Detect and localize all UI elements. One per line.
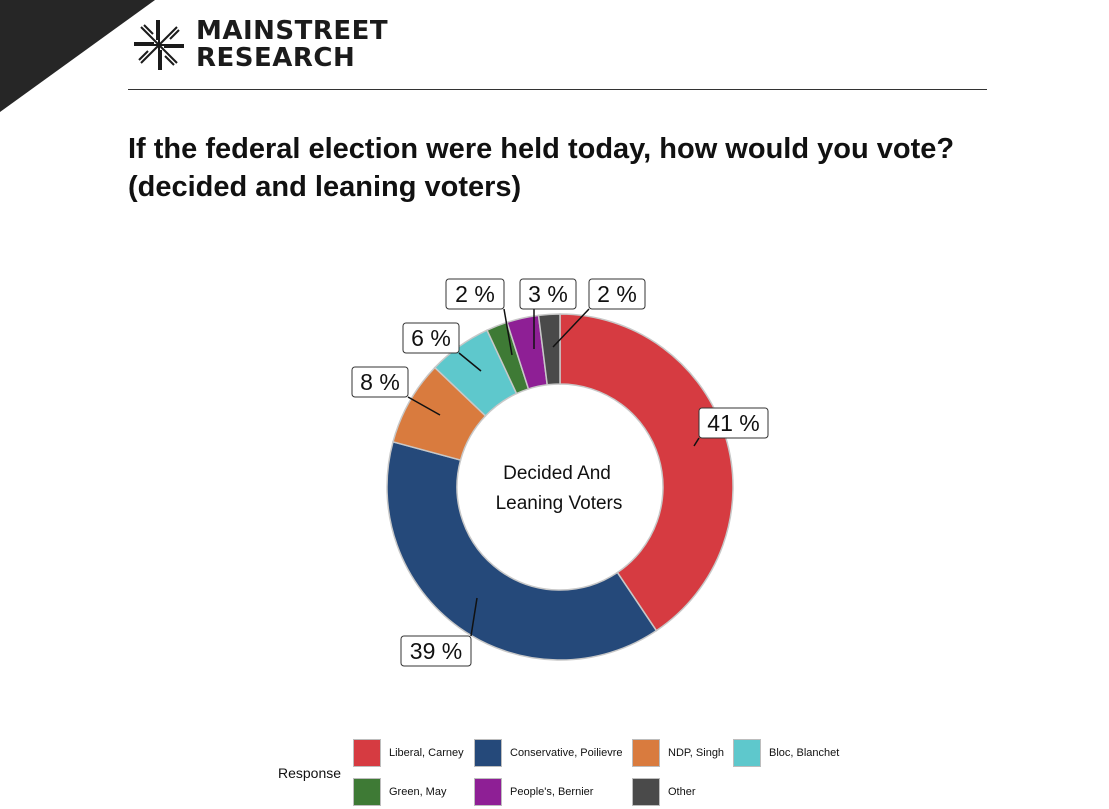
data-label-box-green-may [445, 278, 505, 310]
legend-label-green-may: Green, May [389, 786, 447, 798]
center-label-line-2: Leaning Voters [496, 493, 623, 514]
legend-swatch-ndp-singh [632, 739, 660, 767]
legend-swatch-people-s-bernier [474, 778, 502, 806]
legend-swatch-liberal-carney [353, 739, 381, 767]
leader-green-may [503, 308, 513, 356]
legend-swatch-other [632, 778, 660, 806]
data-label-people-s-bernier: 3 % [528, 281, 568, 307]
title-line-1: If the federal election were held today,… [128, 133, 955, 165]
legend-item-liberal-carney: Liberal, Carney [353, 739, 464, 767]
legend-title: Response [278, 765, 342, 781]
leader-other [552, 308, 590, 348]
legend-item-other: Other [632, 778, 696, 806]
brand-line-1: MAINSTREET [196, 16, 389, 46]
data-label-green-may: 2 % [455, 281, 495, 307]
legend-swatch-green-may [353, 778, 381, 806]
donut-chart: 41 %39 %8 %6 %2 % 3 % 2 % Decided And Lean… [351, 278, 769, 667]
legend-item-bloc-blanchet: Bloc, Blanchet [733, 739, 839, 767]
leader-conservative-poilievre [470, 597, 478, 637]
legend-item-ndp-singh: NDP, Singh [632, 739, 724, 767]
legend-item-green-may: Green, May [353, 778, 446, 806]
data-label-ndp-singh: 8 % [360, 369, 400, 395]
slice-other [537, 313, 561, 386]
legend-item-conservative-poilievre: Conservative, Poilievre [474, 739, 623, 767]
legend-swatch-conservative-poilievre [474, 739, 502, 767]
center-label-line-1: Decided And [503, 463, 611, 484]
slice-conservative-poilievre [386, 440, 658, 661]
chart-data-labels: 41 %39 %8 %6 %2 % 3 % 2 % [351, 278, 769, 667]
leader-bloc-blanchet [458, 352, 482, 372]
brand-wordmark: MAINSTREET RESEARCH [196, 18, 388, 72]
legend-label-bloc-blanchet: Bloc, Blanchet [769, 747, 840, 759]
data-label-box-people-s-bernier [519, 278, 577, 310]
data-label-box-other [588, 278, 646, 310]
slice-liberal-carney [559, 313, 734, 632]
leader-ndp-singh [407, 396, 441, 416]
legend-label-people-s-bernier: People's, Bernier [510, 786, 594, 798]
chart-label-leaders [407, 308, 700, 637]
title-line-2: (decided and leaning voters) [128, 171, 522, 203]
legend-label-conservative-poilievre: Conservative, Poilievre [510, 747, 623, 759]
corner-decoration [0, 0, 155, 112]
brand-line-2: RESEARCH [196, 43, 356, 73]
legend-label-ndp-singh: NDP, Singh [668, 747, 725, 759]
data-label-liberal-carney: 41 % [707, 410, 759, 436]
brand-logo: MAINSTREET RESEARCH [128, 14, 388, 76]
data-label-conservative-poilievre: 39 % [410, 638, 462, 664]
page-title: If the federal election were held today,… [128, 130, 1028, 206]
header-divider [128, 89, 987, 90]
data-label-other: 2 % [597, 281, 637, 307]
data-label-box-bloc-blanchet [402, 322, 460, 354]
legend-item-people-s-bernier: People's, Bernier [474, 778, 593, 806]
legend-swatch-bloc-blanchet [733, 739, 761, 767]
chart-slices [386, 313, 734, 661]
data-label-box-liberal-carney [698, 407, 769, 439]
data-label-box-ndp-singh [351, 366, 409, 398]
leader-liberal-carney [693, 437, 700, 447]
legend-label-other: Other [668, 786, 696, 798]
data-label-bloc-blanchet: 6 % [411, 325, 451, 351]
legend-label-liberal-carney: Liberal, Carney [389, 747, 464, 759]
brand-star-icon [134, 20, 184, 70]
data-label-box-conservative-poilievre [400, 635, 472, 667]
